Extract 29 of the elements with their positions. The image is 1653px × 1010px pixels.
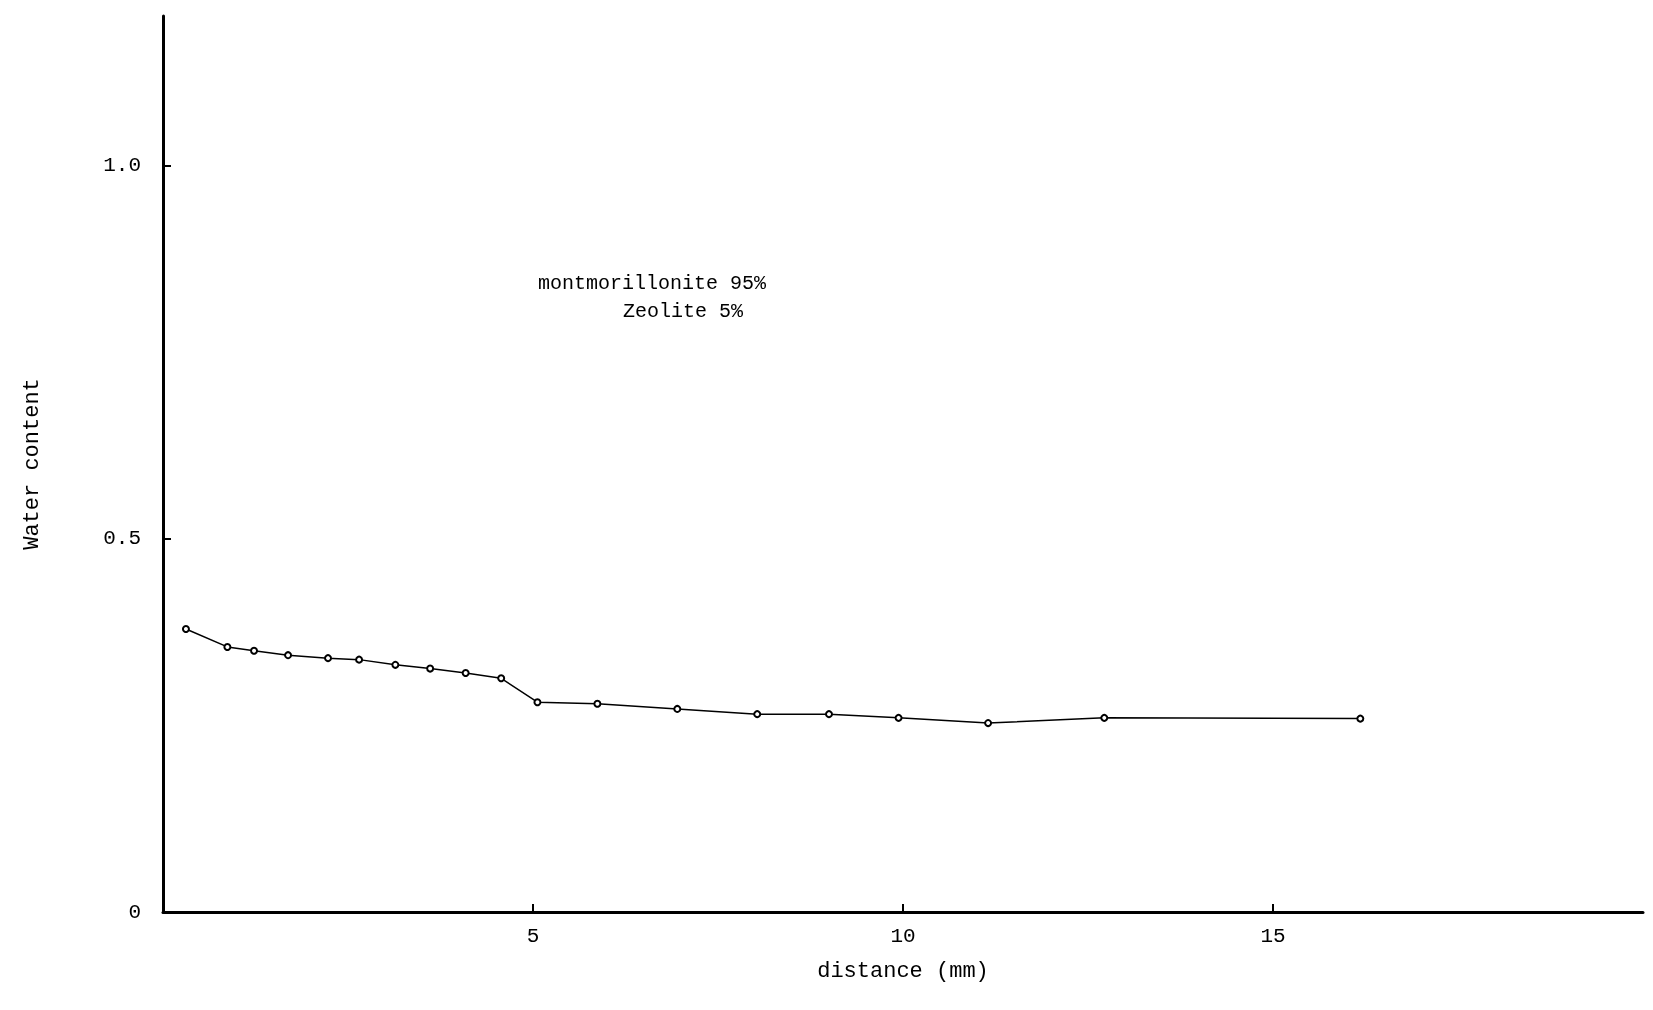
annotation: montmorillonite 95% bbox=[538, 271, 768, 295]
point bbox=[497, 674, 506, 683]
point bbox=[461, 669, 470, 678]
point bbox=[250, 646, 259, 655]
point bbox=[223, 642, 232, 651]
y-tick-label: 0 bbox=[128, 900, 141, 924]
point bbox=[426, 664, 435, 673]
point bbox=[533, 698, 542, 707]
point bbox=[1356, 714, 1365, 723]
y-axis-title: Water content bbox=[19, 378, 45, 550]
point bbox=[593, 699, 602, 708]
point bbox=[391, 660, 400, 669]
point bbox=[753, 710, 762, 719]
point bbox=[355, 655, 364, 664]
point bbox=[984, 719, 993, 728]
point bbox=[673, 704, 682, 713]
x-axis-title: distance (mm) bbox=[817, 958, 989, 984]
point bbox=[284, 651, 293, 660]
point bbox=[181, 625, 190, 634]
y-tick-label: 1.0 bbox=[103, 153, 141, 177]
y-tick-label: 0.5 bbox=[103, 527, 141, 551]
point bbox=[825, 710, 833, 719]
x-tick-label: 10 bbox=[890, 925, 916, 948]
point bbox=[324, 654, 333, 663]
point bbox=[894, 713, 903, 722]
x-tick-label: 5 bbox=[526, 925, 540, 948]
annotation: Zeolite 5% bbox=[623, 299, 745, 323]
x-tick-label: 15 bbox=[1260, 925, 1286, 948]
point bbox=[1100, 713, 1109, 722]
